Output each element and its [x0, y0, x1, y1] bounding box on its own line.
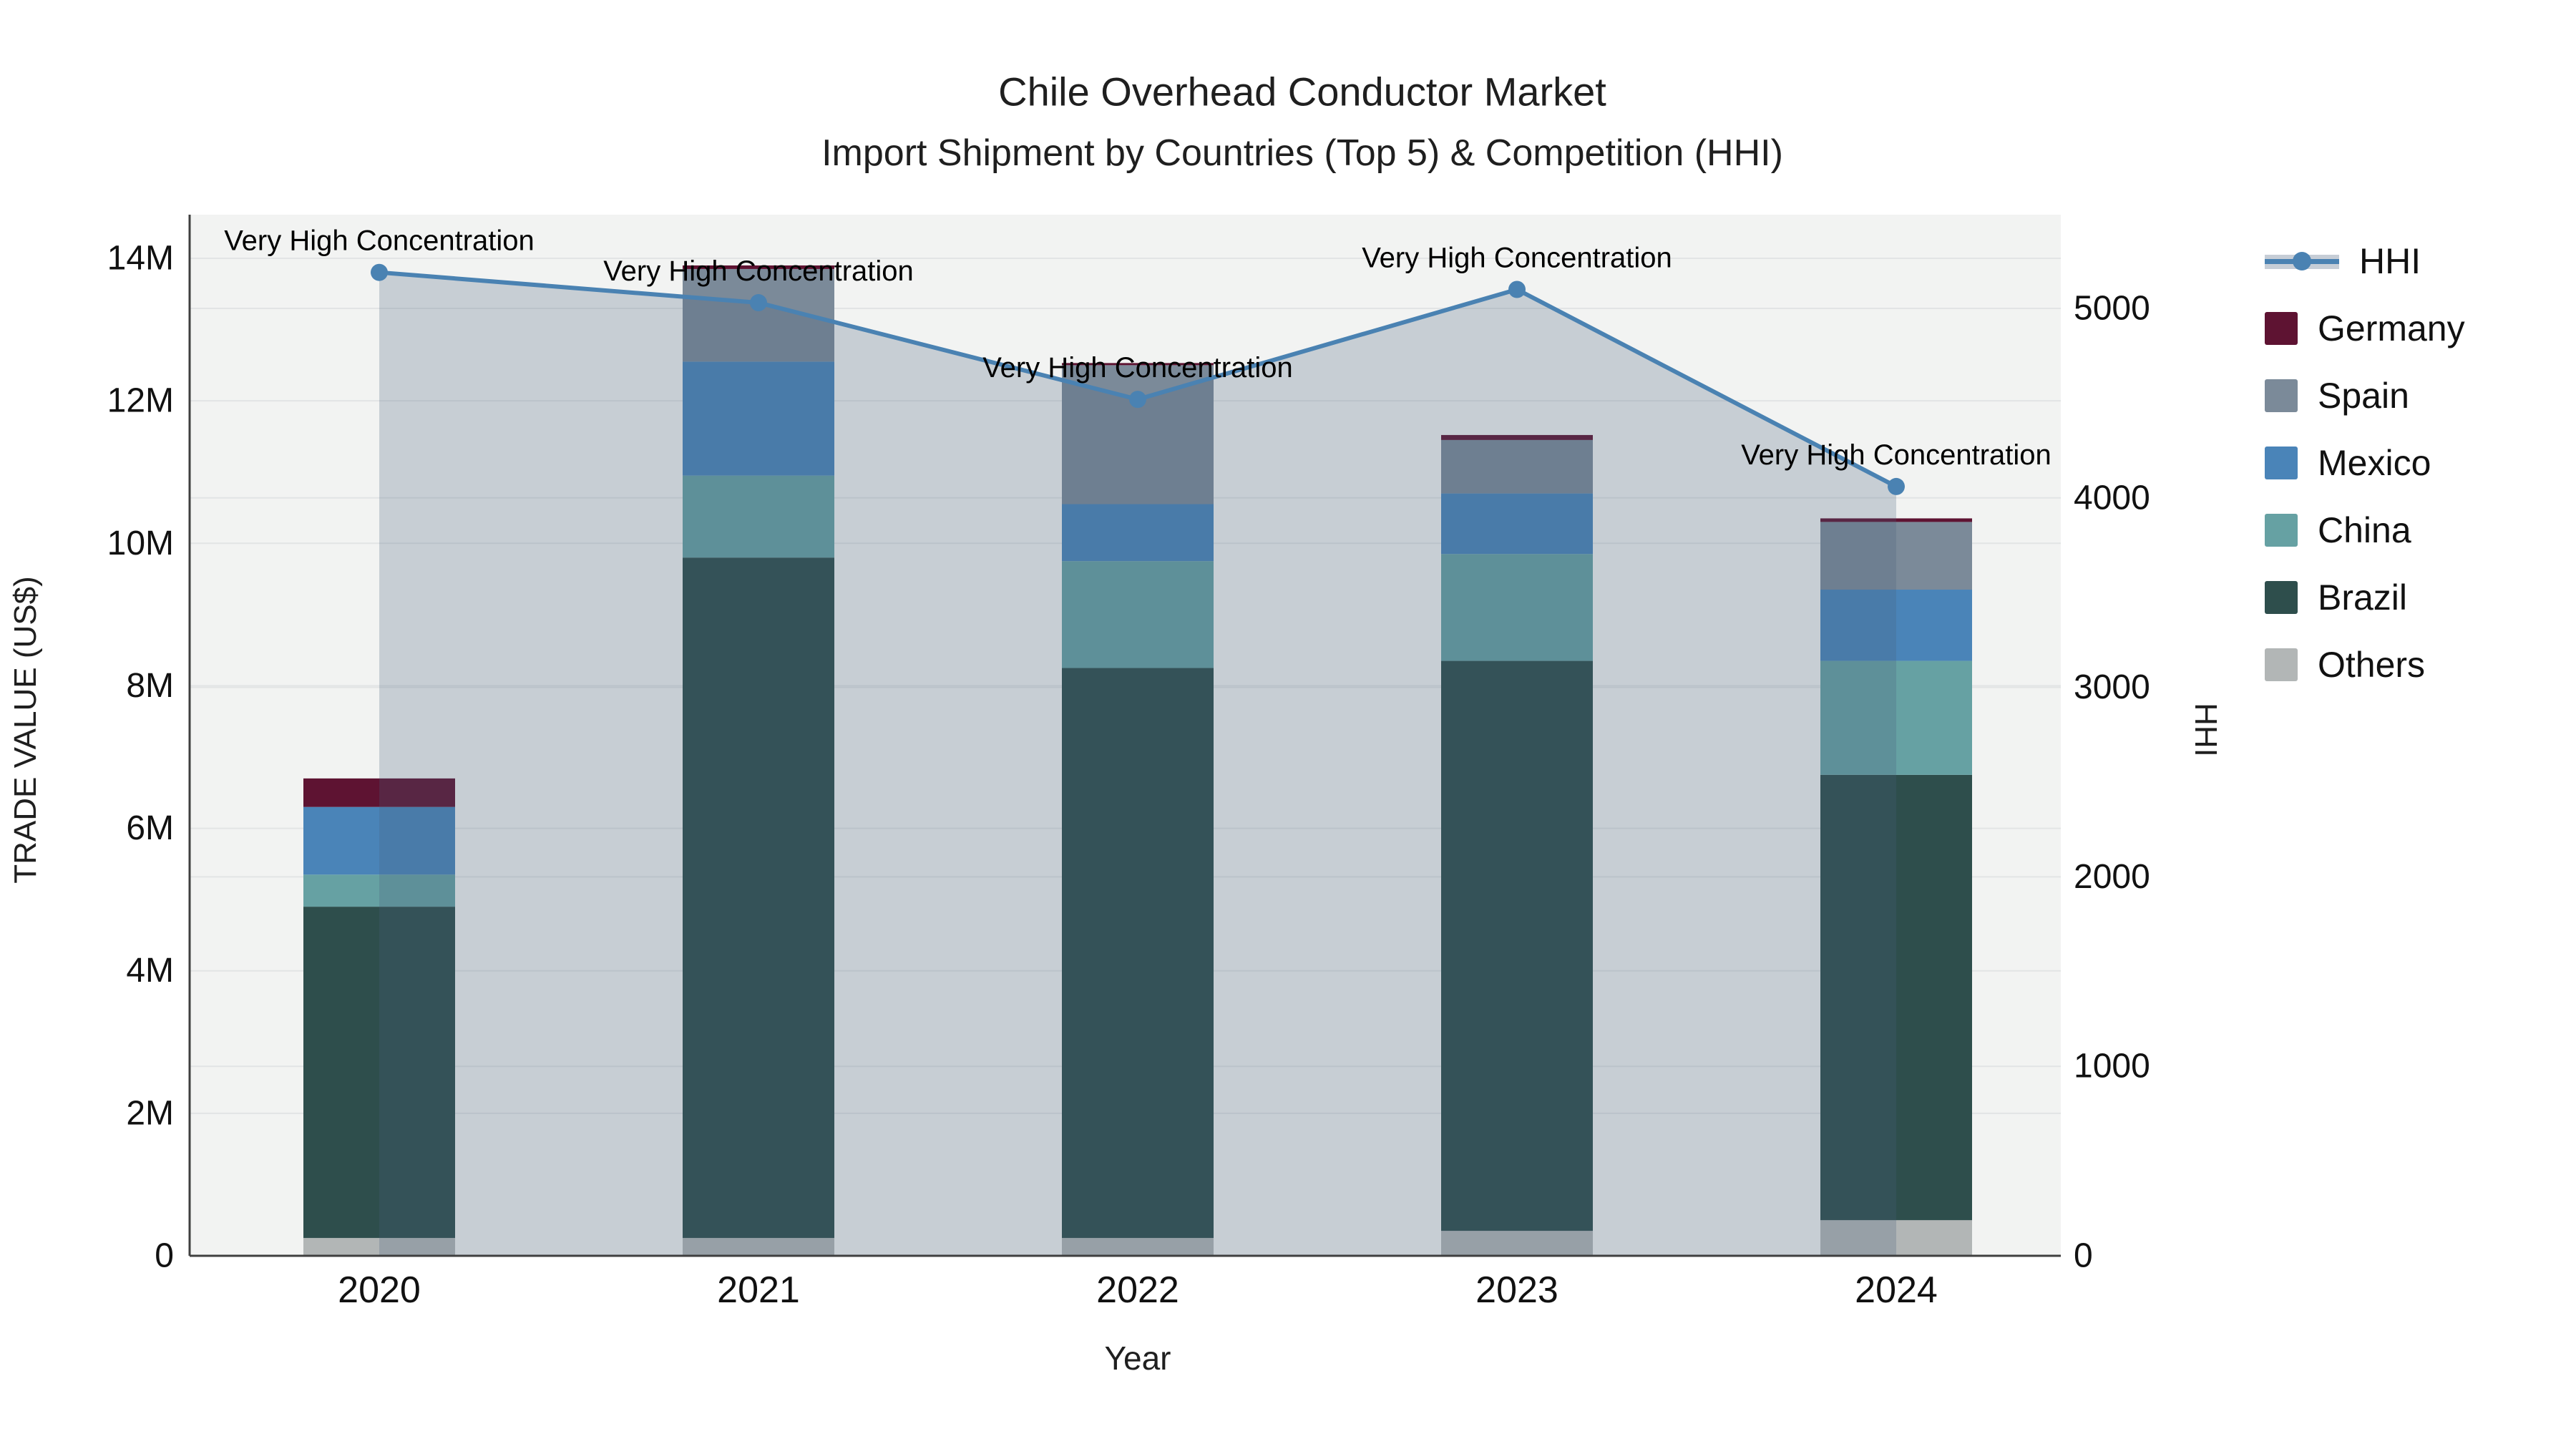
chart-subtitle: Import Shipment by Countries (Top 5) & C… — [821, 132, 1783, 174]
legend-item-brazil[interactable]: Brazil — [2265, 577, 2465, 618]
legend-label: Germany — [2318, 308, 2465, 348]
bar-segment-germany-2024 — [1820, 518, 1972, 522]
bar-segment-others-2020 — [303, 1238, 455, 1256]
hhi-line-swatch — [2265, 245, 2339, 278]
germany-swatch-icon — [2265, 312, 2298, 345]
hhi-marker-2021 — [750, 294, 767, 312]
legend-item-others[interactable]: Others — [2265, 645, 2465, 685]
y2-tick-label: 5000 — [2074, 290, 2150, 328]
spain-swatch-icon — [2265, 379, 2298, 412]
bar-segment-germany-2020 — [303, 778, 455, 807]
bar-segment-brazil-2021 — [683, 557, 834, 1239]
others-swatch-icon — [2265, 648, 2298, 681]
y2-tick-label: 4000 — [2074, 479, 2150, 517]
bar-segment-others-2023 — [1441, 1231, 1593, 1256]
bar-segment-spain-2023 — [1441, 439, 1593, 494]
bar-segment-others-2021 — [683, 1238, 834, 1256]
annotation-label: Very High Concentration — [1362, 243, 1672, 274]
hhi-marker-2024 — [1888, 477, 1905, 495]
legend-label: HHI — [2359, 241, 2421, 281]
annotation-label: Very High Concentration — [603, 255, 914, 287]
legend-item-hhi[interactable]: HHI — [2265, 241, 2465, 281]
y-tick-label: 0 — [155, 1237, 174, 1275]
y-tick-label: 8M — [126, 667, 174, 705]
hhi-marker-2023 — [1508, 280, 1526, 298]
x-tick-label-2023: 2023 — [1475, 1269, 1558, 1311]
y-tick-label: 4M — [126, 952, 174, 990]
legend-label: Others — [2318, 645, 2426, 685]
legend-item-china[interactable]: China — [2265, 510, 2465, 550]
y2-tick-label: 3000 — [2074, 668, 2150, 706]
y-tick-label: 14M — [107, 240, 174, 278]
bar-segment-germany-2023 — [1441, 434, 1593, 440]
annotation-label: Very High Concentration — [224, 225, 535, 257]
y-tick-label: 6M — [126, 809, 174, 847]
bar-segment-china-2023 — [1441, 554, 1593, 661]
bar-segment-mexico-2021 — [683, 361, 834, 476]
brazil-swatch-icon — [2265, 581, 2298, 614]
x-tick-label-2021: 2021 — [717, 1269, 800, 1311]
chart-title: Chile Overhead Conductor Market — [998, 69, 1606, 114]
bar-segment-china-2024 — [1820, 660, 1972, 775]
legend-label: Spain — [2318, 376, 2409, 416]
y-tick-label: 12M — [107, 382, 174, 420]
bar-segment-others-2024 — [1820, 1220, 1972, 1256]
legend-item-spain[interactable]: Spain — [2265, 376, 2465, 416]
bar-segment-germany-2021 — [683, 265, 834, 269]
y2-axis-title: HHI — [2188, 703, 2223, 757]
x-axis-title: Year — [1104, 1340, 1171, 1377]
legend-label: Mexico — [2318, 443, 2431, 483]
hhi-marker-icon — [2293, 252, 2311, 270]
y2-tick-label: 0 — [2074, 1237, 2093, 1275]
bar-segment-brazil-2020 — [303, 907, 455, 1239]
bar-segment-china-2022 — [1062, 561, 1214, 668]
bar-segment-mexico-2023 — [1441, 493, 1593, 555]
y-tick-label: 2M — [126, 1094, 174, 1132]
y2-tick-label: 2000 — [2074, 858, 2150, 896]
hhi-marker-2022 — [1129, 391, 1146, 409]
mexico-swatch-icon — [2265, 447, 2298, 479]
bar-segment-mexico-2020 — [303, 806, 455, 875]
bar-segment-spain-2024 — [1820, 522, 1972, 590]
bar-segment-germany-2022 — [1062, 363, 1214, 366]
legend-item-germany[interactable]: Germany — [2265, 308, 2465, 348]
bar-segment-brazil-2023 — [1441, 660, 1593, 1231]
annotation-label: Very High Concentration — [1741, 439, 2051, 471]
y2-tick-label: 1000 — [2074, 1048, 2150, 1085]
legend-item-mexico[interactable]: Mexico — [2265, 443, 2465, 483]
x-tick-label-2024: 2024 — [1855, 1269, 1938, 1311]
hhi-marker-2020 — [371, 263, 388, 281]
bar-segment-others-2022 — [1062, 1238, 1214, 1256]
bar-segment-mexico-2024 — [1820, 590, 1972, 661]
y-tick-label: 10M — [107, 525, 174, 562]
bar-segment-mexico-2022 — [1062, 504, 1214, 562]
legend-label: Brazil — [2318, 577, 2408, 618]
x-tick-label-2020: 2020 — [338, 1269, 421, 1311]
x-tick-label-2022: 2022 — [1096, 1269, 1179, 1311]
bar-segment-brazil-2024 — [1820, 774, 1972, 1221]
legend-label: China — [2318, 510, 2411, 550]
bar-segment-china-2021 — [683, 475, 834, 558]
china-swatch-icon — [2265, 514, 2298, 547]
annotation-label: Very High Concentration — [982, 352, 1293, 384]
hhi-area-fill — [379, 272, 1896, 1256]
bar-segment-brazil-2022 — [1062, 668, 1214, 1239]
legend: HHI Germany Spain Mexico China Brazil Ot… — [2265, 241, 2465, 716]
y-axis-title: TRADE VALUE (US$) — [8, 576, 43, 884]
bar-segment-china-2020 — [303, 874, 455, 907]
